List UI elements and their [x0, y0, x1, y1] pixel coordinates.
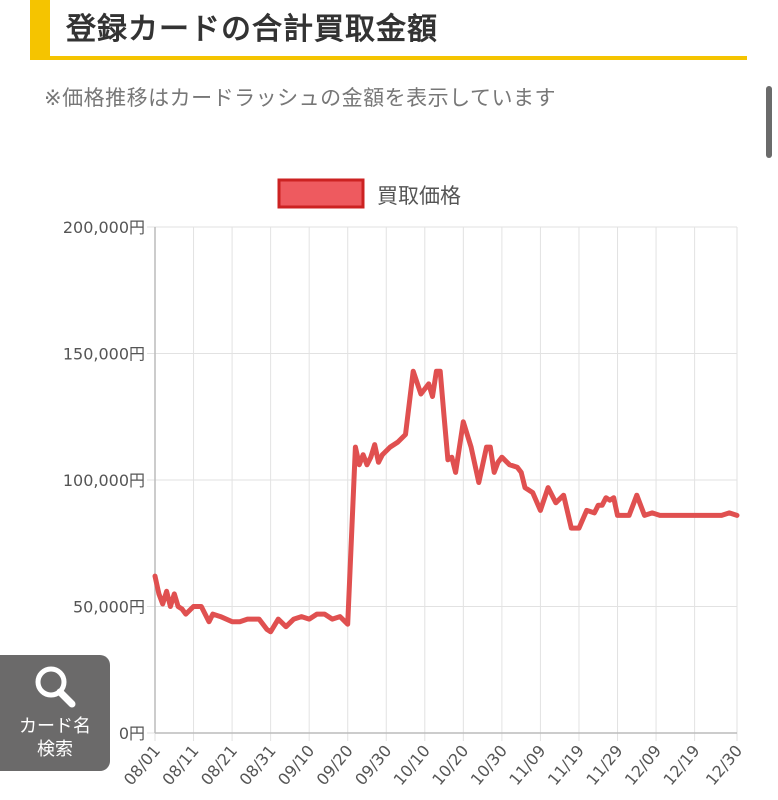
x-tick-label: 09/30 — [351, 741, 395, 789]
y-axis-ticks: 0円 50,000円 100,000円 150,000円 200,000円 — [63, 218, 145, 743]
x-tick-label: 10/10 — [390, 741, 434, 789]
x-tick-label: 11/19 — [544, 741, 588, 789]
y-tick-label: 0円 — [119, 724, 145, 743]
search-label-line1: カード名 — [19, 716, 91, 737]
x-tick-label: 09/20 — [313, 741, 357, 789]
search-button-label: カード名 検索 — [0, 715, 110, 761]
page-title: 登録カードの合計買取金額 — [66, 12, 438, 47]
x-tick-label: 11/09 — [505, 741, 549, 789]
x-tick-label: 12/19 — [659, 741, 703, 789]
y-tick-label: 100,000円 — [63, 471, 145, 490]
chart-axes — [154, 227, 737, 734]
scrollbar-thumb[interactable] — [766, 86, 772, 158]
header-accent-bar — [30, 0, 50, 60]
search-icon — [35, 666, 76, 708]
x-axis-ticks: 08/0108/1108/2108/3109/1009/2009/3010/10… — [120, 741, 746, 789]
x-tick-label: 10/20 — [428, 741, 472, 789]
x-tick-label: 12/09 — [621, 741, 665, 789]
card-name-search-button[interactable]: カード名 検索 — [0, 655, 110, 771]
header-underline — [30, 0, 747, 60]
y-tick-label: 50,000円 — [73, 598, 145, 617]
x-tick-label: 08/01 — [120, 741, 164, 789]
series-line-buy-price — [152, 368, 740, 635]
chart-legend[interactable]: 買取価格 — [277, 178, 461, 209]
y-tick-label: 200,000円 — [63, 218, 145, 237]
legend-label: 買取価格 — [377, 184, 461, 208]
x-tick-label: 12/30 — [702, 741, 746, 789]
x-tick-label: 08/21 — [197, 741, 241, 789]
y-tick-label: 150,000円 — [63, 345, 145, 364]
x-tick-label: 08/11 — [158, 741, 202, 789]
search-label-line2: 検索 — [37, 739, 73, 760]
chart-series — [152, 368, 740, 635]
x-tick-label: 09/10 — [274, 741, 318, 789]
x-tick-label: 10/30 — [467, 741, 511, 789]
chart-grid — [147, 226, 738, 741]
price-note: ※価格推移はカードラッシュの金額を表示しています — [44, 86, 556, 110]
x-tick-label: 08/31 — [235, 741, 279, 789]
x-tick-label: 11/29 — [582, 741, 626, 789]
legend-swatch — [277, 178, 365, 209]
